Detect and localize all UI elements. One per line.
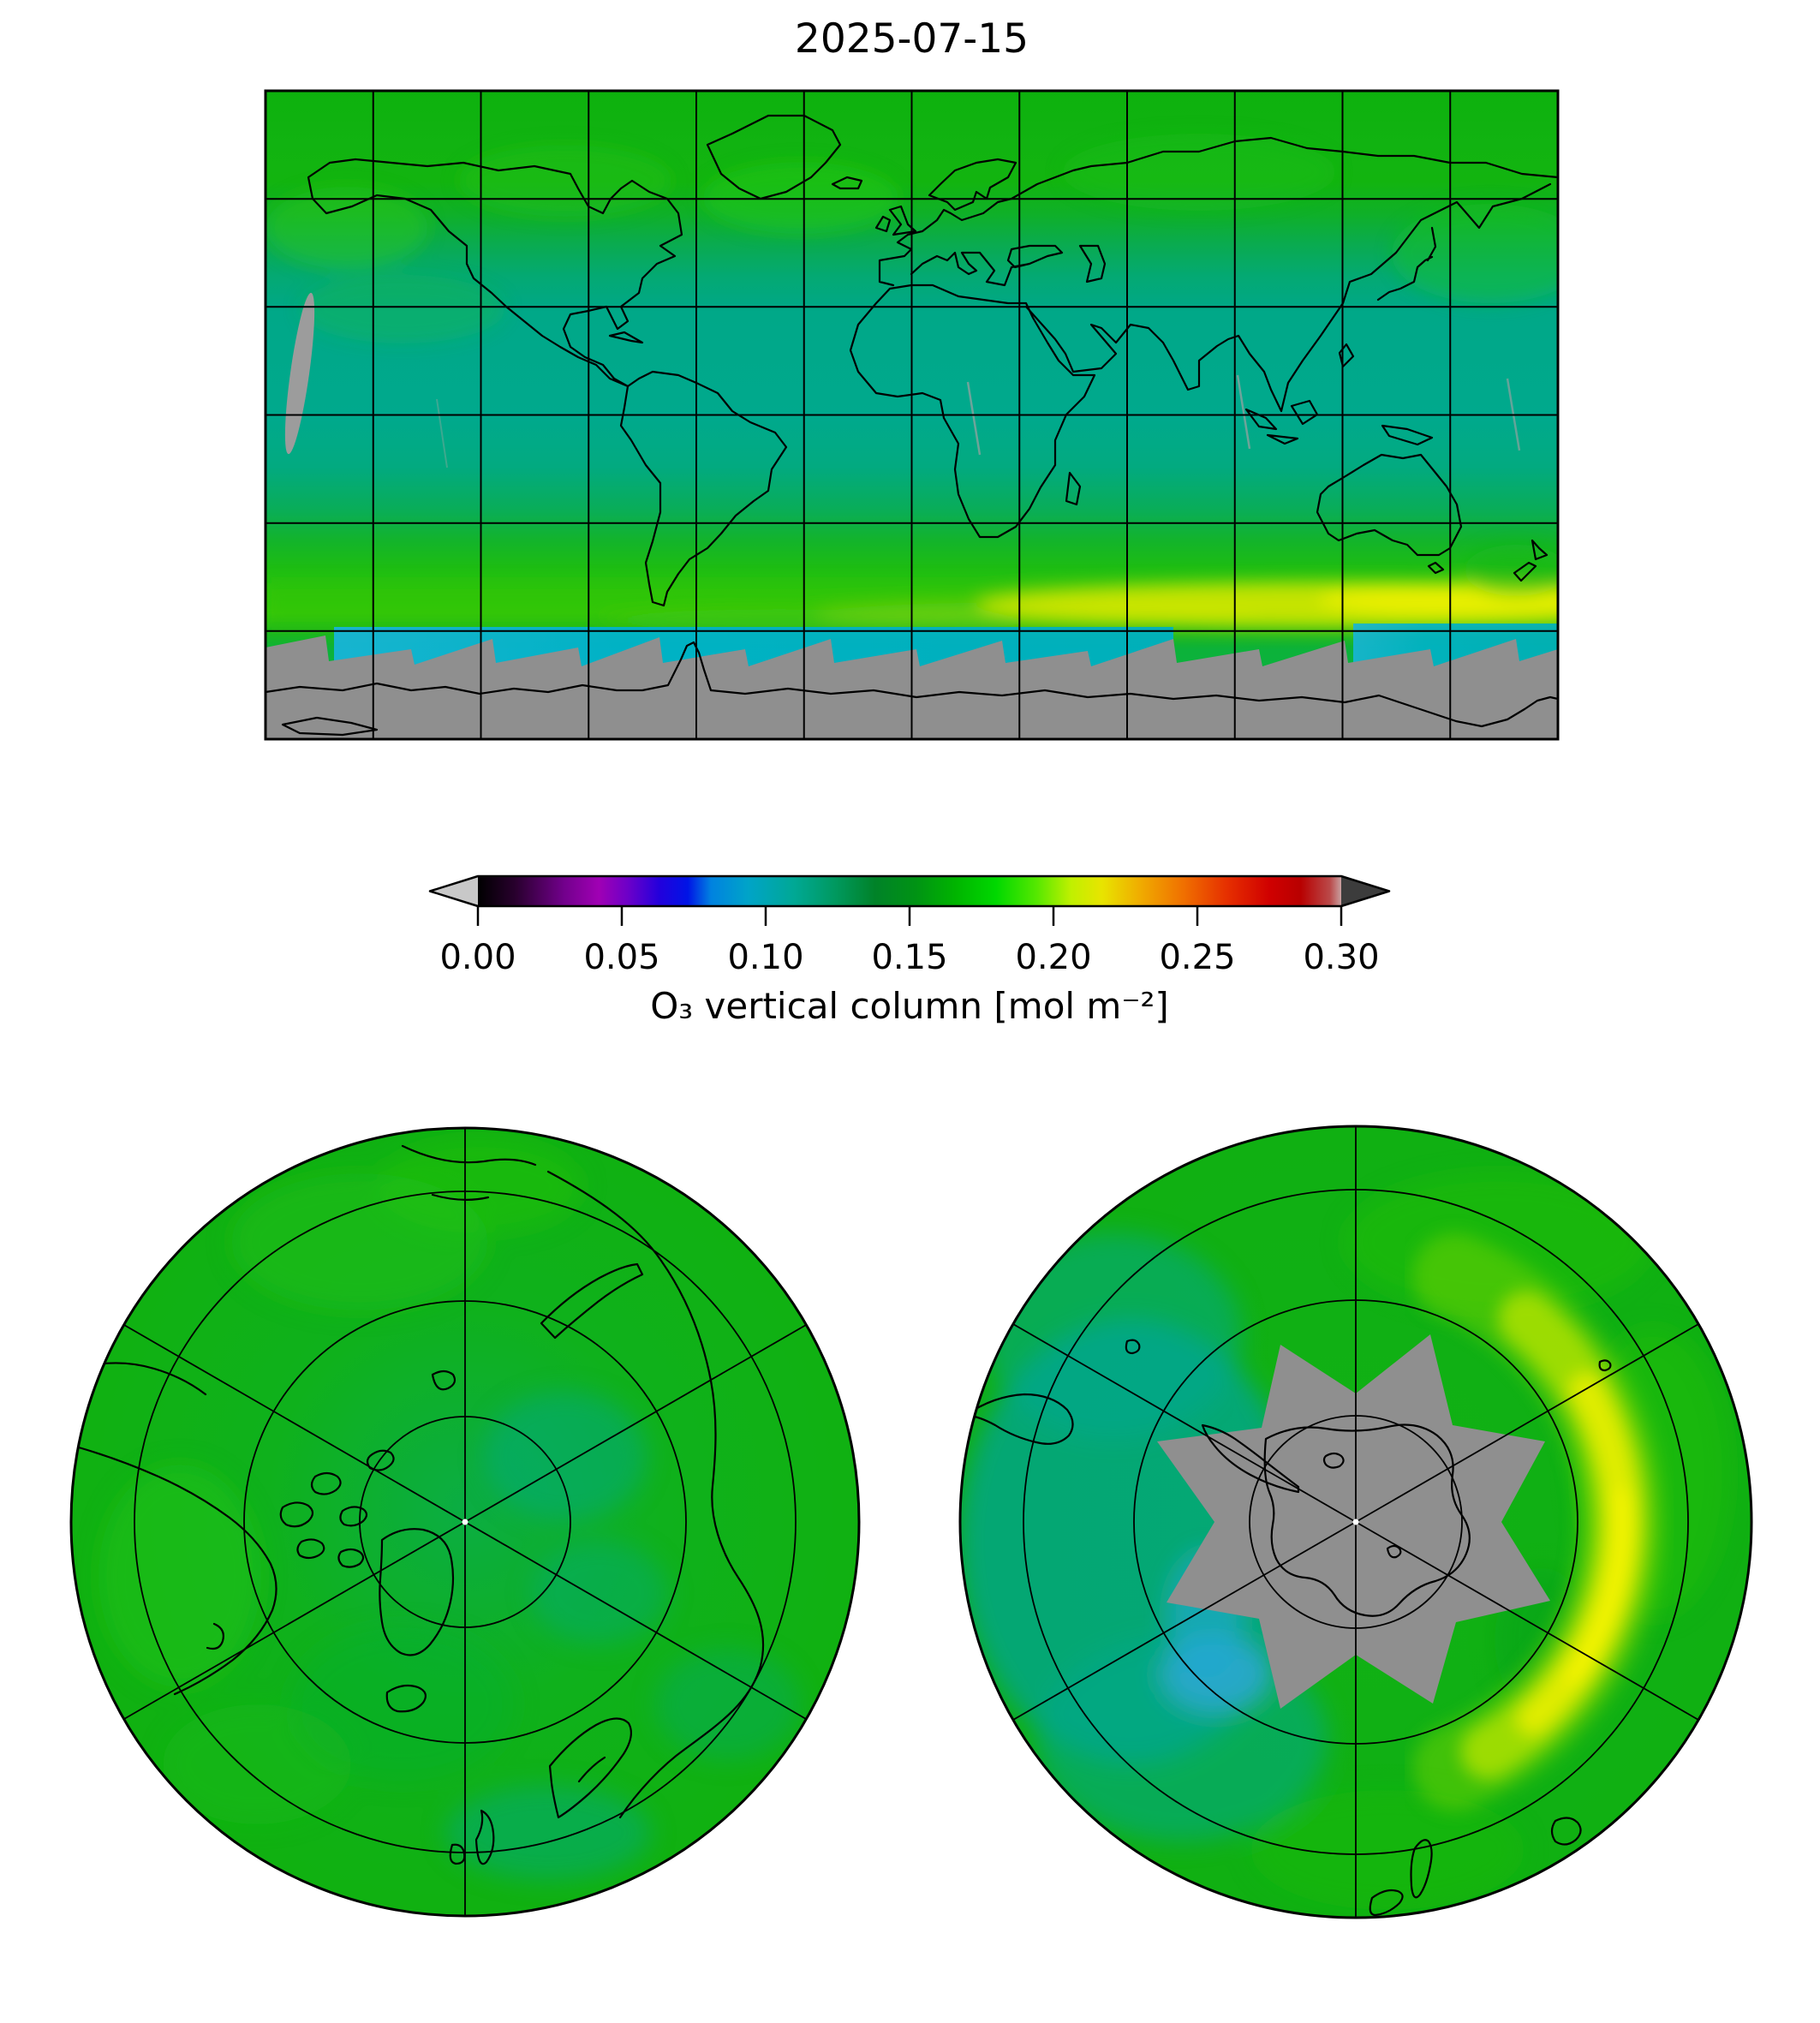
north-pole-dot <box>462 1519 468 1525</box>
coast-south-america <box>619 370 788 607</box>
south-polar-border <box>958 1125 1753 1919</box>
colorbar-tick-label-6: 0.30 <box>1303 938 1380 977</box>
colorbar-under-arrow <box>430 876 478 906</box>
north-polar-map <box>69 1126 861 1918</box>
colorbar-tick-label-2: 0.10 <box>727 938 804 977</box>
colorbar-tick-label-3: 0.15 <box>871 938 948 977</box>
north-polar-border <box>69 1126 861 1918</box>
south-polar-ozone-max-arc <box>1412 1233 1665 1811</box>
global-map <box>264 89 1560 741</box>
figure-title: 2025-07-15 <box>794 15 1029 63</box>
colorbar-over-arrow <box>1341 876 1389 906</box>
south-polar-map <box>958 1125 1753 1919</box>
north-polar-anomalies <box>98 1139 801 1880</box>
global-map-gridlines <box>266 91 1558 739</box>
colorbar-tick-label-0: 0.00 <box>439 938 516 977</box>
colorbar-tick-label-1: 0.05 <box>583 938 660 977</box>
south-pole-dot <box>1352 1519 1359 1525</box>
global-map-coastlines <box>266 114 1558 737</box>
coast-antarctica <box>266 641 1558 737</box>
colorbar-tick-label-4: 0.20 <box>1015 938 1092 977</box>
colorbar-ticks <box>476 906 1343 926</box>
coast-eurasia <box>831 136 1558 413</box>
global-map-border <box>264 89 1560 741</box>
south-polar-coastlines <box>964 1339 1612 1917</box>
colorbar-axis-label: O₃ vertical column [mol m⁻²] <box>650 985 1169 1027</box>
colorbar-tick-label-5: 0.25 <box>1159 938 1236 977</box>
colorbar-gradient-bar <box>478 876 1341 906</box>
global-map-orbit-gaps <box>284 292 1521 468</box>
colorbar <box>428 874 1391 926</box>
